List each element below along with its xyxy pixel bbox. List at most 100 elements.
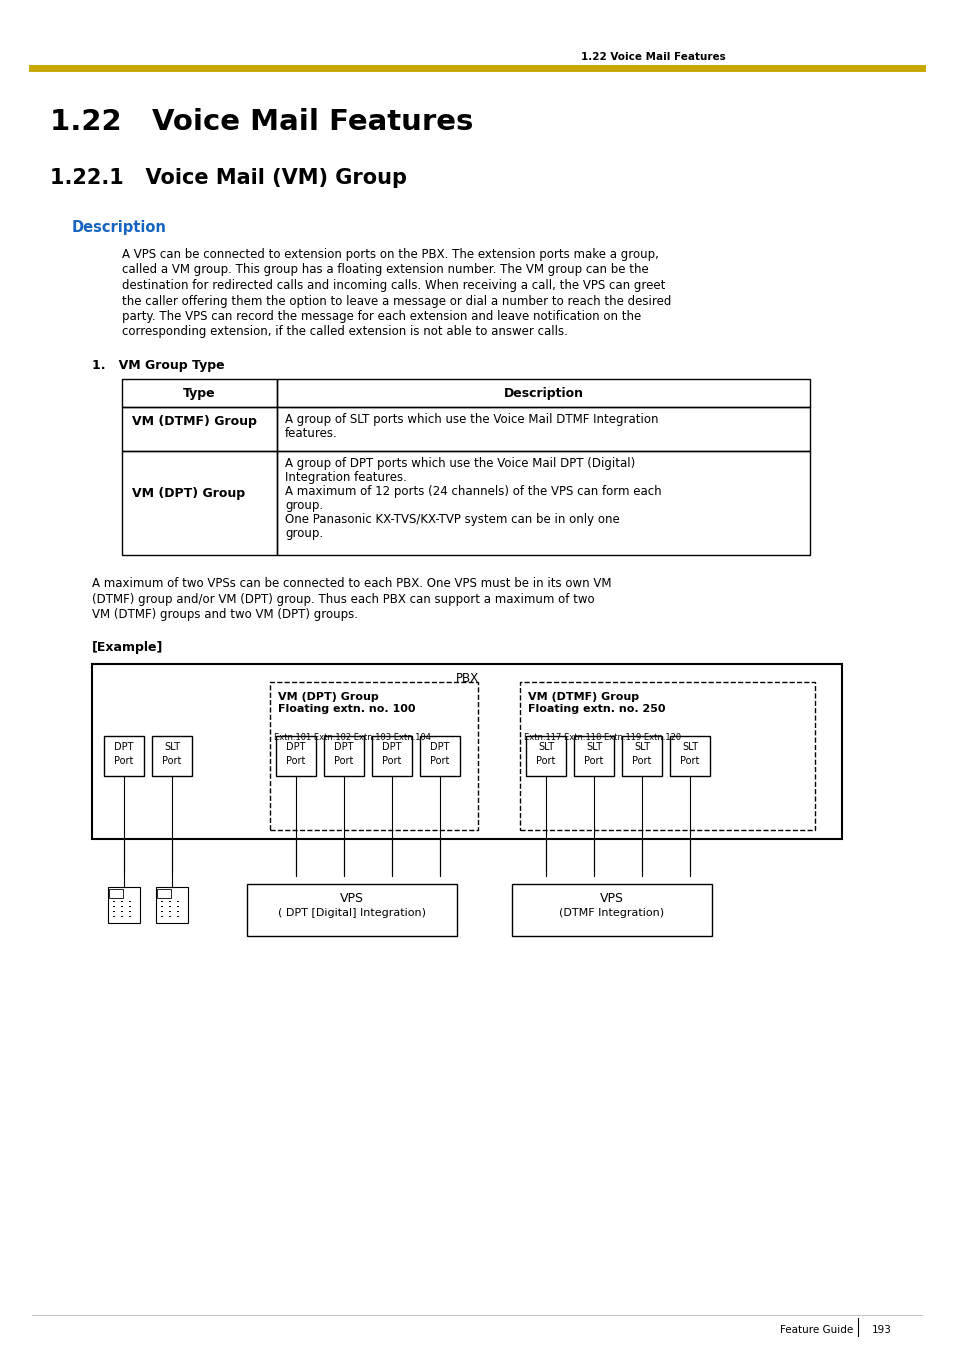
Bar [169, 901, 172, 902]
Bar [91, 663, 841, 839]
Bar [161, 905, 163, 907]
Text: Extn.101 Extn.102 Extn.103 Extn.104: Extn.101 Extn.102 Extn.103 Extn.104 [274, 734, 431, 743]
Text: VM (DTMF) groups and two VM (DPT) groups.: VM (DTMF) groups and two VM (DPT) groups… [91, 608, 357, 621]
Text: Type: Type [183, 386, 215, 400]
Text: Floating extn. no. 100: Floating extn. no. 100 [277, 704, 416, 715]
Text: A maximum of 12 ports (24 channels) of the VPS can form each: A maximum of 12 ports (24 channels) of t… [285, 485, 661, 499]
Bar [122, 451, 276, 555]
Text: Port: Port [286, 757, 305, 766]
Text: Port: Port [583, 757, 603, 766]
Bar [275, 735, 315, 775]
Text: SLT: SLT [681, 743, 698, 753]
Bar [169, 916, 172, 917]
Bar [112, 905, 115, 907]
Text: VM (DTMF) Group: VM (DTMF) Group [132, 415, 256, 428]
Bar [122, 407, 276, 451]
Bar [177, 916, 179, 917]
Text: DPT: DPT [286, 743, 305, 753]
Bar [276, 451, 809, 555]
Text: SLT: SLT [164, 743, 180, 753]
Text: Port: Port [632, 757, 651, 766]
Bar [276, 380, 809, 407]
Bar [129, 916, 132, 917]
Bar [512, 884, 711, 935]
Bar [177, 905, 179, 907]
Text: SLT: SLT [585, 743, 601, 753]
Text: 1.22.1   Voice Mail (VM) Group: 1.22.1 Voice Mail (VM) Group [50, 168, 407, 188]
Text: Floating extn. no. 250: Floating extn. no. 250 [527, 704, 665, 715]
Text: VPS: VPS [339, 893, 364, 905]
Text: (DTMF) group and/or VM (DPT) group. Thus each PBX can support a maximum of two: (DTMF) group and/or VM (DPT) group. Thus… [91, 593, 594, 605]
Bar [669, 735, 709, 775]
Text: 1.22   Voice Mail Features: 1.22 Voice Mail Features [50, 108, 473, 136]
Text: Port: Port [382, 757, 401, 766]
Bar [129, 901, 132, 902]
Bar [519, 681, 814, 830]
Bar [121, 901, 123, 902]
Bar [247, 884, 456, 935]
Text: Feature Guide: Feature Guide [780, 1325, 852, 1335]
Bar [574, 735, 614, 775]
Text: PBX: PBX [455, 671, 478, 685]
Bar [121, 905, 123, 907]
Bar [169, 911, 172, 912]
Bar [177, 911, 179, 912]
Text: Extn.117 Extn.118 Extn.119 Extn.120: Extn.117 Extn.118 Extn.119 Extn.120 [523, 734, 680, 743]
Bar [161, 901, 163, 902]
Bar [161, 911, 163, 912]
Bar [108, 886, 140, 923]
Bar [161, 916, 163, 917]
Bar [122, 380, 276, 407]
Text: corresponding extension, if the called extension is not able to answer calls.: corresponding extension, if the called e… [122, 326, 567, 339]
Text: SLT: SLT [537, 743, 554, 753]
Bar [157, 889, 171, 897]
Text: Port: Port [162, 757, 181, 766]
Text: Port: Port [334, 757, 354, 766]
Text: Port: Port [679, 757, 699, 766]
Bar [177, 901, 179, 902]
Text: SLT: SLT [634, 743, 649, 753]
Bar [276, 407, 809, 451]
Text: destination for redirected calls and incoming calls. When receiving a call, the : destination for redirected calls and inc… [122, 280, 664, 292]
Text: Description: Description [71, 220, 167, 235]
Text: ( DPT [Digital] Integration): ( DPT [Digital] Integration) [277, 908, 426, 919]
Bar [169, 905, 172, 907]
Text: A group of DPT ports which use the Voice Mail DPT (Digital): A group of DPT ports which use the Voice… [285, 457, 635, 470]
Text: Port: Port [114, 757, 133, 766]
Text: 1.   VM Group Type: 1. VM Group Type [91, 359, 224, 372]
Text: the caller offering them the option to leave a message or dial a number to reach: the caller offering them the option to l… [122, 295, 671, 308]
Bar [112, 916, 115, 917]
Bar [270, 681, 477, 830]
Text: group.: group. [285, 527, 323, 540]
Bar [372, 735, 412, 775]
Text: DPT: DPT [430, 743, 449, 753]
Text: VM (DPT) Group: VM (DPT) Group [132, 486, 245, 500]
Text: Port: Port [536, 757, 555, 766]
Text: VM (DTMF) Group: VM (DTMF) Group [527, 692, 639, 701]
Bar [621, 735, 661, 775]
Bar [121, 916, 123, 917]
Bar [112, 911, 115, 912]
Text: features.: features. [285, 427, 337, 440]
Text: A group of SLT ports which use the Voice Mail DTMF Integration: A group of SLT ports which use the Voice… [285, 413, 658, 426]
Bar [525, 735, 565, 775]
Text: DPT: DPT [382, 743, 401, 753]
Bar [129, 905, 132, 907]
Text: 1.22 Voice Mail Features: 1.22 Voice Mail Features [580, 51, 725, 62]
Text: DPT: DPT [114, 743, 133, 753]
Text: A VPS can be connected to extension ports on the PBX. The extension ports make a: A VPS can be connected to extension port… [122, 249, 659, 261]
Text: called a VM group. This group has a floating extension number. The VM group can : called a VM group. This group has a floa… [122, 263, 648, 277]
Bar [104, 735, 144, 775]
Text: party. The VPS can record the message for each extension and leave notification : party. The VPS can record the message fo… [122, 309, 640, 323]
Text: One Panasonic KX-TVS/KX-TVP system can be in only one: One Panasonic KX-TVS/KX-TVP system can b… [285, 513, 619, 526]
Text: VPS: VPS [599, 893, 623, 905]
Text: 193: 193 [871, 1325, 891, 1335]
Bar [129, 911, 132, 912]
Bar [109, 889, 123, 897]
Text: Integration features.: Integration features. [285, 471, 406, 484]
Text: Port: Port [430, 757, 449, 766]
Text: group.: group. [285, 499, 323, 512]
Text: [Example]: [Example] [91, 642, 163, 654]
Bar [152, 735, 192, 775]
Bar [112, 901, 115, 902]
